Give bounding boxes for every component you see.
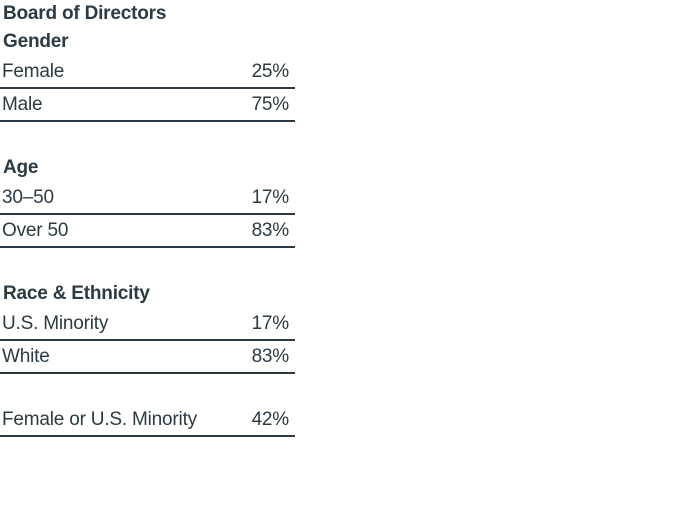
- row-value: 75%: [251, 94, 290, 115]
- row-value: 42%: [251, 409, 290, 430]
- row-label: Female or U.S. Minority: [2, 409, 197, 430]
- section-race-ethnicity: Race & Ethnicity U.S. Minority 17% White…: [0, 280, 295, 374]
- section-heading-gender: Gender: [3, 31, 69, 52]
- table-row-us-minority: U.S. Minority 17%: [0, 308, 295, 341]
- section-age: Age 30–50 17% Over 50 83%: [0, 154, 295, 248]
- row-label: White: [2, 346, 50, 367]
- row-value: 17%: [251, 313, 290, 334]
- board-of-directors-table: Board of Directors Gender Female 25% Mal…: [0, 0, 295, 437]
- section-heading-race-ethnicity: Race & Ethnicity: [3, 283, 150, 304]
- section-gender: Gender Female 25% Male 75%: [0, 28, 295, 122]
- table-row-male: Male 75%: [0, 89, 295, 122]
- row-label: Female: [2, 61, 65, 82]
- table-row-female: Female 25%: [0, 56, 295, 89]
- row-label: Male: [2, 94, 43, 115]
- section-heading-age: Age: [3, 157, 39, 178]
- row-label: U.S. Minority: [2, 313, 109, 334]
- row-label: Over 50: [2, 220, 69, 241]
- row-value: 83%: [251, 346, 290, 367]
- table-title: Board of Directors: [3, 3, 167, 24]
- table-row-white: White 83%: [0, 341, 295, 374]
- table-row-30-50: 30–50 17%: [0, 182, 295, 215]
- row-value: 17%: [251, 187, 290, 208]
- row-value: 25%: [251, 61, 290, 82]
- row-value: 83%: [251, 220, 290, 241]
- table-row-over-50: Over 50 83%: [0, 215, 295, 248]
- table-row-female-or-us-minority: Female or U.S. Minority 42%: [0, 404, 295, 437]
- row-label: 30–50: [2, 187, 54, 208]
